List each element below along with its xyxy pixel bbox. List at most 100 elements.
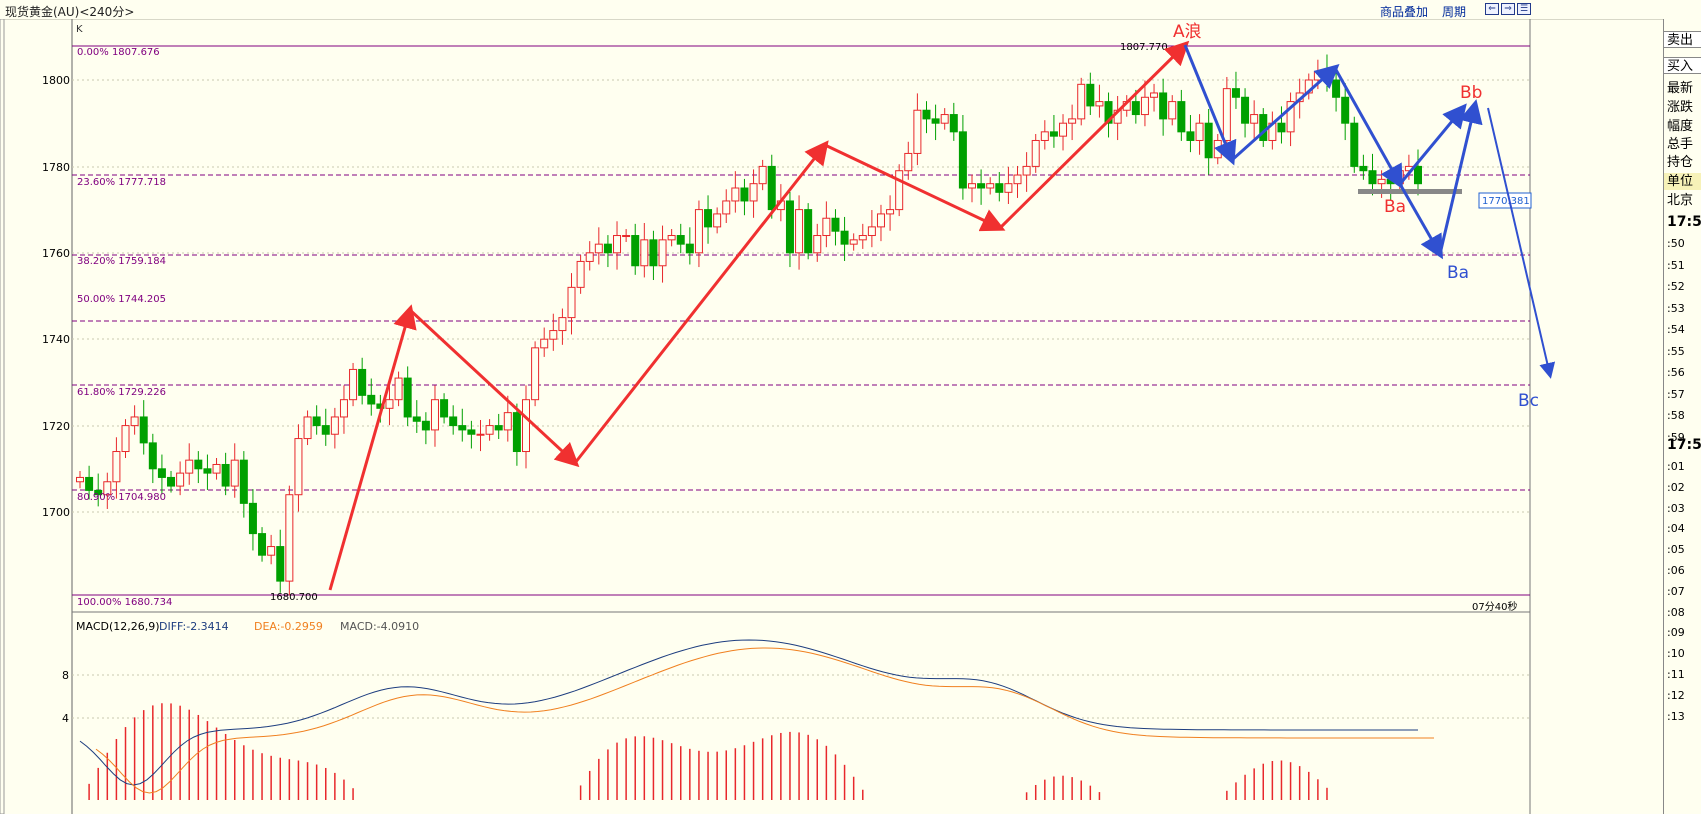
quote-sidebar: 卖出 买入 最新 涨跌 幅度 总手 持仓 单位 北京 17:53 :50:51:… bbox=[1663, 19, 1701, 814]
quote-row-change: 涨跌 bbox=[1667, 100, 1694, 115]
tick-time-1: 17:53 bbox=[1667, 214, 1701, 230]
candle bbox=[895, 164, 904, 217]
candle bbox=[321, 408, 330, 446]
candle bbox=[312, 405, 321, 435]
macd-legend: MACD(12,26,9) DIFF:-2.3414 DEA:-0.2959 M… bbox=[76, 620, 419, 633]
candle bbox=[522, 385, 530, 469]
wave-arrow bbox=[1398, 183, 1443, 260]
candle bbox=[549, 313, 558, 351]
wave-arrow bbox=[1398, 103, 1467, 185]
candle bbox=[585, 241, 594, 271]
candle bbox=[658, 225, 667, 283]
period-menu-link[interactable]: 周期 bbox=[1442, 5, 1467, 19]
quote-row-openinterest: 持仓 bbox=[1667, 155, 1694, 170]
overlay-menu-link[interactable]: 商品叠加 bbox=[1380, 5, 1429, 19]
candle bbox=[558, 308, 567, 345]
candle bbox=[476, 419, 485, 452]
tick-time-row: :02 bbox=[1667, 480, 1685, 494]
candle bbox=[785, 191, 794, 268]
candle bbox=[258, 527, 267, 562]
candle bbox=[1113, 95, 1122, 141]
tick-time-2: 17:53 bbox=[1667, 437, 1701, 453]
fib-label-809: 80.90% 1704.980 bbox=[77, 492, 166, 503]
candle bbox=[986, 177, 995, 195]
tick-time-row: :05 bbox=[1667, 543, 1685, 557]
y-tick-1700: 1700 bbox=[42, 506, 70, 519]
y-tick-1720: 1720 bbox=[42, 420, 70, 433]
candle bbox=[267, 534, 276, 565]
tick-time-row: :07 bbox=[1667, 584, 1685, 598]
candle bbox=[358, 357, 367, 405]
candle bbox=[731, 171, 740, 213]
candle bbox=[1204, 108, 1213, 175]
candle bbox=[722, 189, 731, 223]
candle bbox=[804, 203, 813, 260]
candle bbox=[139, 400, 148, 455]
wave-arrow bbox=[1333, 67, 1403, 190]
wave-arrow bbox=[573, 140, 829, 464]
list-icon[interactable]: ☰ bbox=[1517, 3, 1531, 15]
tick-time-row: :11 bbox=[1667, 668, 1685, 681]
wave-arrow bbox=[824, 143, 1006, 232]
macd-y-tick-4: 4 bbox=[62, 712, 69, 725]
candle bbox=[167, 470, 176, 493]
candle bbox=[1241, 88, 1250, 138]
candle bbox=[603, 235, 612, 268]
candle bbox=[176, 461, 185, 496]
candle bbox=[958, 114, 967, 200]
tick-time-row: :10 bbox=[1667, 647, 1685, 661]
candle bbox=[694, 200, 703, 268]
candle bbox=[758, 159, 767, 191]
candle bbox=[430, 385, 439, 447]
candle bbox=[276, 529, 285, 593]
candle bbox=[248, 489, 257, 551]
y-tick-1760: 1760 bbox=[42, 247, 70, 260]
candle bbox=[85, 465, 94, 500]
fib-label-0: 0.00% 1807.676 bbox=[77, 47, 160, 58]
candle bbox=[185, 443, 194, 485]
tick-time-row: :54 bbox=[1667, 323, 1685, 336]
candle bbox=[1049, 114, 1058, 148]
forward-arrow-icon[interactable]: ⇒ bbox=[1501, 3, 1515, 15]
candle bbox=[649, 230, 658, 281]
candle bbox=[767, 154, 776, 219]
buy-button[interactable]: 买入 bbox=[1664, 57, 1701, 74]
candle bbox=[594, 227, 603, 265]
candle bbox=[531, 341, 540, 407]
candle bbox=[303, 410, 312, 446]
candle bbox=[1250, 100, 1259, 141]
candle bbox=[1368, 153, 1377, 196]
candle bbox=[239, 451, 248, 518]
candle bbox=[867, 210, 876, 248]
back-arrow-icon[interactable]: ⇐ bbox=[1485, 3, 1499, 15]
candle bbox=[622, 229, 631, 242]
candle bbox=[995, 172, 1004, 202]
candle bbox=[294, 424, 303, 512]
candle bbox=[1068, 104, 1077, 141]
candle bbox=[876, 204, 885, 242]
candle bbox=[467, 420, 476, 449]
macd-title: MACD(12,26,9) bbox=[76, 620, 160, 633]
fib-label-382: 38.20% 1759.184 bbox=[77, 256, 166, 267]
wave-arrow bbox=[408, 308, 580, 468]
candle bbox=[740, 178, 749, 216]
candle bbox=[230, 443, 239, 498]
candle bbox=[403, 366, 412, 427]
tick-time-row: :13 bbox=[1667, 709, 1685, 723]
candle bbox=[1104, 92, 1113, 138]
tick-time-row: :59 bbox=[1667, 430, 1685, 444]
candle bbox=[194, 451, 203, 484]
sell-button[interactable]: 卖出 bbox=[1664, 31, 1701, 48]
wave-label-a: A浪 bbox=[1173, 22, 1202, 42]
wave-arrow bbox=[1487, 107, 1556, 379]
candle bbox=[1168, 95, 1177, 126]
candle bbox=[148, 433, 157, 484]
wave-arrow bbox=[998, 40, 1190, 230]
candle bbox=[1013, 165, 1022, 198]
fib-label-500: 50.00% 1744.205 bbox=[77, 294, 166, 305]
candle bbox=[813, 223, 822, 262]
candle bbox=[922, 101, 931, 134]
chart-area[interactable]: 1800 1780 1760 1740 1720 1700 K 0.00% 18… bbox=[0, 19, 1663, 814]
candle bbox=[221, 452, 230, 496]
wave-label-ba-red: Ba bbox=[1384, 197, 1406, 217]
